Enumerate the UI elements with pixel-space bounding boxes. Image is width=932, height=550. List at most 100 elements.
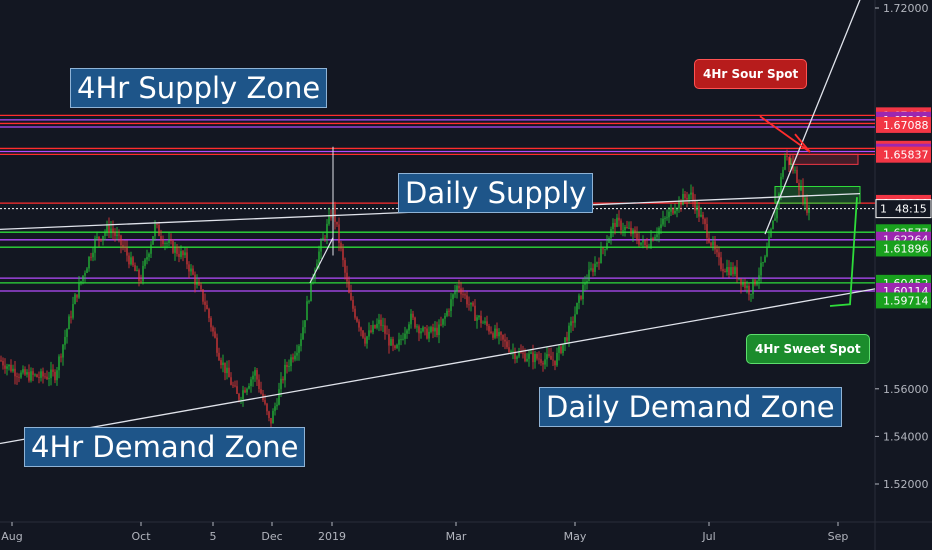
candle-body xyxy=(466,295,468,305)
annotation-demand-4hr: 4Hr Demand Zone xyxy=(24,427,306,467)
candle-body xyxy=(700,214,702,217)
candle-body xyxy=(90,256,92,258)
candle-body xyxy=(28,372,30,381)
candle-body xyxy=(566,337,568,341)
candle-body xyxy=(30,371,32,381)
candle-body xyxy=(388,334,390,346)
candle-body xyxy=(178,253,180,257)
candle-body xyxy=(692,192,694,201)
candle-body xyxy=(486,321,488,326)
candle-body xyxy=(56,370,58,381)
candle-body xyxy=(746,285,748,288)
candle-body xyxy=(270,417,272,424)
candle-body xyxy=(334,204,336,222)
candle-body xyxy=(124,246,126,248)
time-tick-label: 2019 xyxy=(318,530,346,543)
candle-body xyxy=(752,279,754,295)
candle-body xyxy=(728,267,730,275)
candle-body xyxy=(528,353,530,359)
candle-body xyxy=(60,356,62,358)
candle-body xyxy=(718,252,720,258)
candle-body xyxy=(40,371,42,378)
candle-body xyxy=(794,169,796,171)
candle-body xyxy=(584,283,586,285)
candle-body xyxy=(630,227,632,235)
candle-body xyxy=(100,239,102,241)
candle-body xyxy=(600,248,602,264)
candle-body xyxy=(202,289,204,302)
candle-body xyxy=(772,220,774,230)
candle-body xyxy=(228,367,230,378)
candle-body xyxy=(694,200,696,211)
candle-body xyxy=(122,245,124,247)
candle-body xyxy=(2,361,4,366)
candle-body xyxy=(252,375,254,380)
candle-body xyxy=(402,338,404,340)
candle-body xyxy=(186,252,188,265)
candle-body xyxy=(312,278,314,280)
candle-body xyxy=(662,218,664,225)
candle-body xyxy=(724,271,726,273)
candle-body xyxy=(782,169,784,177)
candle-body xyxy=(364,337,366,344)
candle-body xyxy=(564,337,566,344)
candle-body xyxy=(74,294,76,305)
candle-body xyxy=(676,208,678,211)
candle-body xyxy=(568,325,570,341)
annotation-sweet-spot: 4Hr Sweet Spot xyxy=(746,334,870,364)
candle-body xyxy=(184,252,186,256)
candle-body xyxy=(740,278,742,286)
candle-body xyxy=(76,294,78,298)
candle-body xyxy=(310,279,312,302)
candle-body xyxy=(196,282,198,285)
candle-body xyxy=(396,344,398,349)
candle-body xyxy=(296,352,298,356)
candle-body xyxy=(110,228,112,233)
candle-body xyxy=(72,304,74,318)
candle-body xyxy=(656,234,658,237)
annotation-supply-4hr: 4Hr Supply Zone xyxy=(70,68,328,108)
candle-body xyxy=(762,262,764,263)
candle-body xyxy=(258,379,260,390)
candle-body xyxy=(672,208,674,214)
candle-body xyxy=(736,267,738,279)
candle-body xyxy=(88,256,90,269)
candle-body xyxy=(32,371,34,375)
time-tick-label: Sep xyxy=(828,530,849,543)
candle-body xyxy=(190,268,192,272)
candle-body xyxy=(674,210,676,214)
candle-body xyxy=(608,237,610,244)
candle-body xyxy=(520,352,522,353)
candle-body xyxy=(498,332,500,337)
candle-body xyxy=(426,328,428,339)
candle-body xyxy=(220,360,222,366)
candle-body xyxy=(480,315,482,324)
candle-body xyxy=(540,359,542,363)
candle-body xyxy=(302,327,304,340)
candle-body xyxy=(514,351,516,359)
candle-body xyxy=(494,328,496,338)
candle-body xyxy=(558,346,560,353)
candle-body xyxy=(450,299,452,311)
candle-body xyxy=(604,249,606,250)
candle-body xyxy=(596,262,598,264)
candle-body xyxy=(294,355,296,360)
candle-body xyxy=(226,367,228,374)
candle-body xyxy=(428,331,430,339)
candle-body xyxy=(248,385,250,389)
candle-body xyxy=(516,356,518,359)
level-tag-label: 1.61896 xyxy=(883,242,929,255)
candle-body xyxy=(276,404,278,407)
candle-body xyxy=(326,223,328,238)
candle-body xyxy=(34,374,36,376)
candle-body xyxy=(324,237,326,239)
price-tick-label: 1.72000 xyxy=(883,2,929,15)
candle-body xyxy=(342,248,344,261)
candle-body xyxy=(338,224,340,243)
level-tag xyxy=(876,116,931,133)
trend-line xyxy=(764,0,861,235)
candle-body xyxy=(446,310,448,316)
candle-body xyxy=(318,251,320,264)
candle-body xyxy=(358,321,360,328)
candle-body xyxy=(526,358,528,362)
